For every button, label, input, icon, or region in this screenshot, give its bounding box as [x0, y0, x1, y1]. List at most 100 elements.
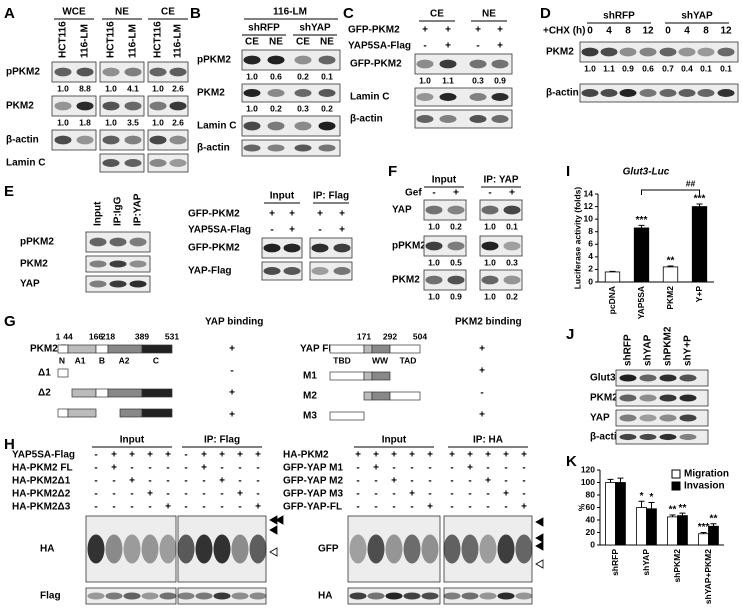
band	[403, 534, 421, 564]
band	[581, 47, 599, 57]
aa-position: 171	[357, 331, 371, 341]
band	[697, 89, 715, 97]
x-tick-label: shRFP	[610, 549, 620, 576]
condition-label: GFP-PKM2	[188, 209, 240, 220]
band	[421, 534, 439, 564]
condition-label: HA-PKM2Δ2	[12, 489, 71, 500]
quant-value: 0.3	[472, 75, 484, 85]
condition-sign: -	[202, 489, 205, 500]
binding-value: +	[229, 410, 235, 421]
construct-label: M3	[303, 411, 317, 422]
band	[403, 592, 421, 600]
condition-label: HA-PKM2 FL	[12, 463, 73, 474]
x-tick-label: shYAP	[641, 549, 651, 576]
construct	[371, 391, 391, 401]
lane-label: HCT116	[106, 21, 117, 58]
band	[639, 394, 657, 402]
y-tick-label: 4	[588, 251, 593, 261]
row-label: YAP-Flag	[188, 266, 232, 277]
error-bar	[667, 265, 674, 267]
arrowhead	[275, 515, 284, 525]
condition-sign: -	[504, 476, 507, 487]
quant-value: 1.0	[428, 257, 440, 267]
band	[243, 55, 261, 65]
band	[439, 115, 457, 123]
quant-value: 0.1	[321, 71, 333, 81]
condition-label: YAP5SA-Flag	[188, 225, 251, 236]
condition-sign: -	[148, 476, 151, 487]
row-label: PKM2	[6, 101, 34, 112]
condition-label: GFP-PKM2	[348, 25, 400, 36]
condition-sign: +	[475, 25, 481, 36]
legend-label: Invasion	[684, 481, 725, 492]
band	[479, 592, 497, 600]
band	[385, 534, 403, 564]
group-label: CE	[161, 7, 175, 18]
row-label: GFP-PKM2	[350, 59, 402, 70]
binding-value: -	[230, 366, 233, 377]
quant-value: 1.0	[419, 75, 431, 85]
blot	[51, 61, 97, 83]
y-tick-label: 12	[584, 201, 594, 211]
domain	[57, 344, 69, 354]
band	[263, 243, 281, 253]
lane-label: shRFP	[623, 334, 634, 366]
row-label: β-actin	[6, 135, 39, 146]
condition-label: HA-PKM2Δ3	[12, 502, 71, 513]
quant-value: 1.0	[484, 291, 496, 301]
arrowhead	[269, 525, 278, 535]
binding-value: +	[479, 410, 485, 421]
condition-sign: -	[238, 476, 241, 487]
error-bar	[607, 478, 614, 483]
condition-sign: +	[255, 450, 261, 461]
band	[421, 592, 439, 600]
blot	[479, 269, 523, 291]
lane-label: Input	[93, 201, 104, 226]
condition-sign: +	[521, 502, 527, 513]
bar	[633, 227, 650, 283]
condition-label: GFP-YAP M3	[283, 489, 343, 500]
quant-value: 0.2	[297, 71, 309, 81]
condition-label: HA-PKM2	[283, 450, 329, 461]
condition-sign: +	[427, 450, 433, 461]
significance: **	[669, 505, 677, 516]
bracket-label: ##	[686, 178, 696, 188]
construct	[107, 388, 143, 398]
band	[177, 592, 195, 600]
condition-sign: +	[289, 225, 295, 236]
error-bar	[638, 224, 645, 228]
blot	[423, 199, 467, 221]
legend-swatch	[671, 469, 681, 479]
blot	[99, 153, 145, 173]
band	[267, 144, 285, 152]
bracket	[641, 189, 700, 195]
band	[639, 374, 657, 382]
x-tick-label: Y+P	[694, 286, 704, 303]
row-label: PKM2	[20, 259, 48, 270]
band	[639, 433, 657, 441]
domain	[389, 344, 421, 354]
significance: *	[650, 492, 654, 503]
y-axis-label: %	[576, 503, 586, 511]
quant-value: 0.7	[662, 63, 674, 73]
quant-value: 1.0	[584, 63, 596, 73]
domain	[329, 344, 365, 354]
condition-sign: +	[449, 450, 455, 461]
bar	[667, 516, 678, 546]
band	[169, 67, 187, 77]
band	[124, 101, 142, 111]
blot	[615, 409, 709, 427]
protein-name: YAP FL	[300, 344, 334, 355]
band	[294, 121, 312, 131]
aa-position: 389	[135, 331, 149, 341]
condition-sign: -	[238, 463, 241, 474]
band	[659, 414, 677, 422]
band	[243, 144, 261, 152]
band	[311, 243, 329, 253]
condition-sign: -	[130, 489, 133, 500]
blot	[347, 515, 441, 583]
significance: *	[640, 491, 644, 502]
blot	[51, 129, 97, 151]
quant-value: 0.9	[450, 291, 462, 301]
quant-value: 0.6	[270, 71, 282, 81]
